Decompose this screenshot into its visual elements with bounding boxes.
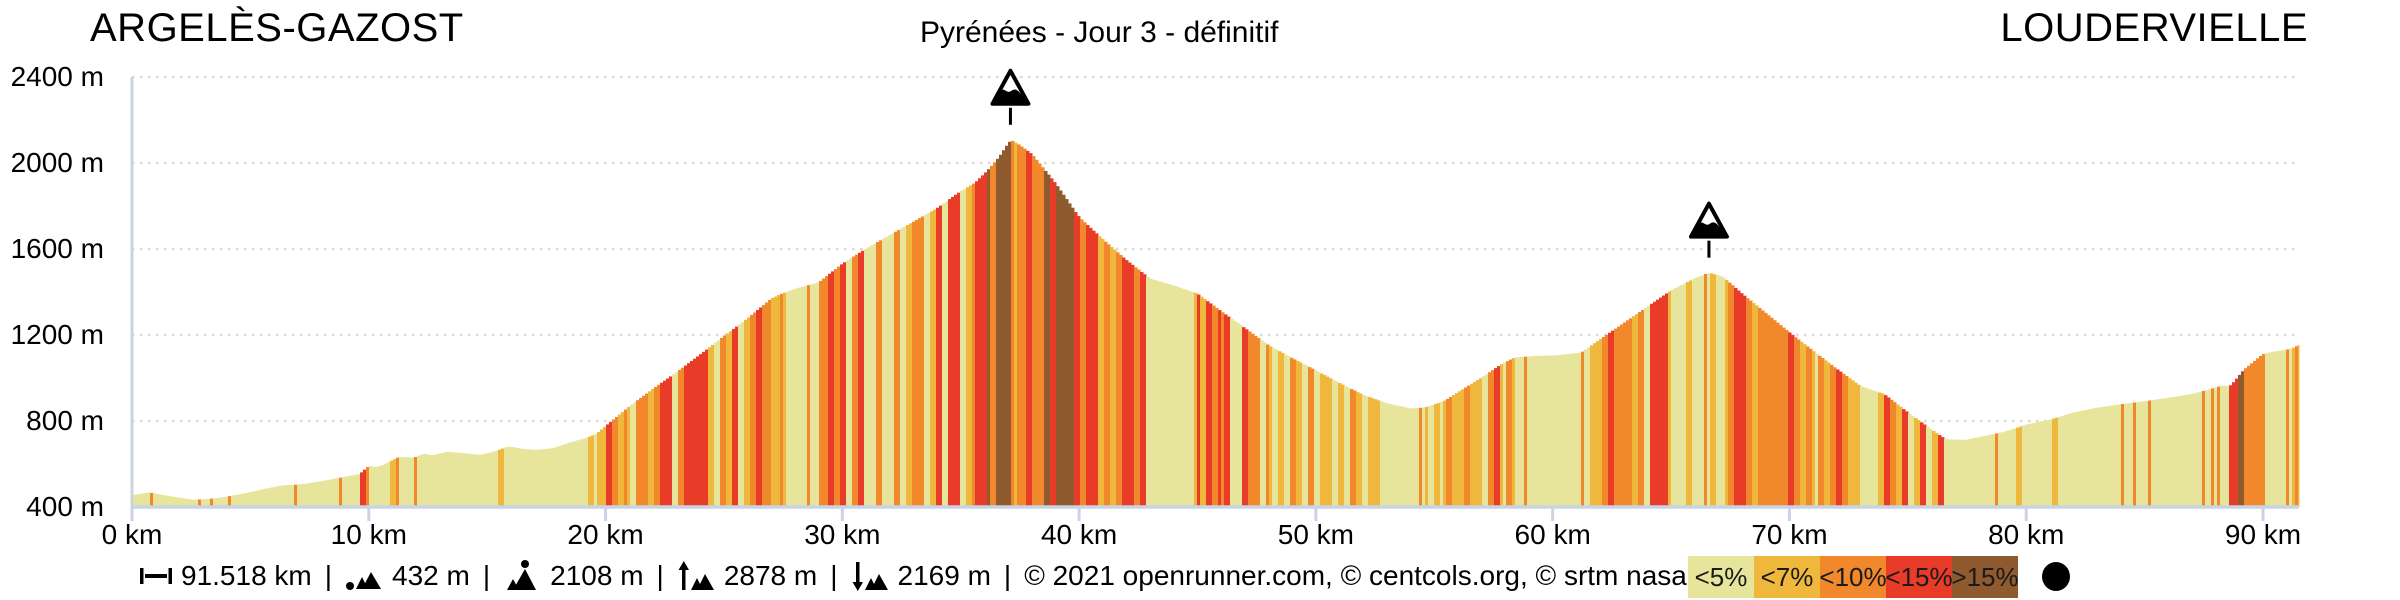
- stat-value: 2108 m: [550, 560, 644, 591]
- y-axis-tick-label: 800 m: [26, 405, 104, 436]
- axes: [130, 77, 2299, 521]
- max-elevation-icon: [503, 560, 543, 592]
- route-stats-bar: 91.518 km | 432 m | 2108 m | 2878 m | 2169 m | © 2…: [138, 553, 1687, 599]
- y-axis-tick-label: 2400 m: [10, 61, 104, 92]
- stat-separator: |: [1003, 560, 1012, 591]
- x-axis-tick-label: 90 km: [2224, 519, 2302, 550]
- stat-separator: |: [656, 560, 664, 591]
- stat-separator: |: [830, 560, 838, 591]
- legend-grade-15pct: <15%: [1885, 556, 1953, 598]
- stat-separator: |: [324, 560, 333, 591]
- route-end-label: LOUDERVIELLE: [2000, 6, 2308, 50]
- max-elevation-stat: 2108 m: [503, 560, 644, 592]
- stat-value: 2169 m: [897, 560, 991, 591]
- total-ascent-icon: [677, 560, 717, 592]
- gradient-legend: <5% <7% <10% <15% >15%: [1688, 556, 2019, 598]
- total-ascent-stat: 2878 m: [677, 560, 817, 592]
- route-title: Pyrénées - Jour 3 - définitif: [920, 16, 1279, 49]
- mountain-peak-icon: [1688, 201, 1729, 258]
- y-axis-tick-label: 1200 m: [10, 319, 104, 350]
- copyright-text: © 2021 openrunner.com, © centcols.org, ©…: [1024, 560, 1687, 591]
- x-axis-tick-label: 60 km: [1514, 519, 1591, 550]
- x-axis-tick-label: 10 km: [330, 519, 407, 550]
- y-axis-tick-label: 2000 m: [10, 147, 104, 178]
- route-start-label: ARGELÈS-GAZOST: [90, 6, 464, 50]
- x-axis-tick-label: 30 km: [804, 519, 881, 550]
- legend-grade-7pct: <7%: [1754, 556, 1820, 598]
- x-axis-tick-label: 80 km: [1988, 519, 2065, 550]
- y-axis-tick-label: 1600 m: [10, 233, 104, 264]
- x-axis-tick-label: 20 km: [567, 519, 644, 550]
- total-descent-icon: [851, 560, 891, 592]
- x-axis-tick-label: 40 km: [1040, 519, 1118, 550]
- x-axis-tick-label: 70 km: [1751, 519, 1828, 550]
- legend-grade-5pct: <5%: [1688, 556, 1754, 598]
- stat-separator: |: [482, 560, 491, 591]
- mountain-peak-icon: [990, 68, 1031, 125]
- distance-icon: [138, 561, 174, 591]
- min-elevation-stat: 432 m: [345, 560, 470, 592]
- x-axis-tick-label: 0 km: [101, 519, 163, 550]
- legend-grade-10pct: <10%: [1819, 556, 1887, 598]
- total-descent-stat: 2169 m: [851, 560, 991, 592]
- min-elevation-icon: [345, 561, 385, 591]
- route-point-marker: [2042, 562, 2070, 591]
- gridlines: [132, 75, 2299, 423]
- legend-grade-15pct: >15%: [1951, 556, 2019, 598]
- stat-value: 2878 m: [723, 560, 818, 591]
- stat-value: 91.518 km: [181, 560, 312, 591]
- stat-value: 432 m: [392, 560, 470, 591]
- y-axis-tick-label: 400 m: [26, 491, 104, 522]
- distance-stat: 91.518 km: [138, 560, 312, 592]
- x-axis-tick-label: 50 km: [1277, 519, 1354, 550]
- elevation-profile-bars: [132, 140, 2300, 508]
